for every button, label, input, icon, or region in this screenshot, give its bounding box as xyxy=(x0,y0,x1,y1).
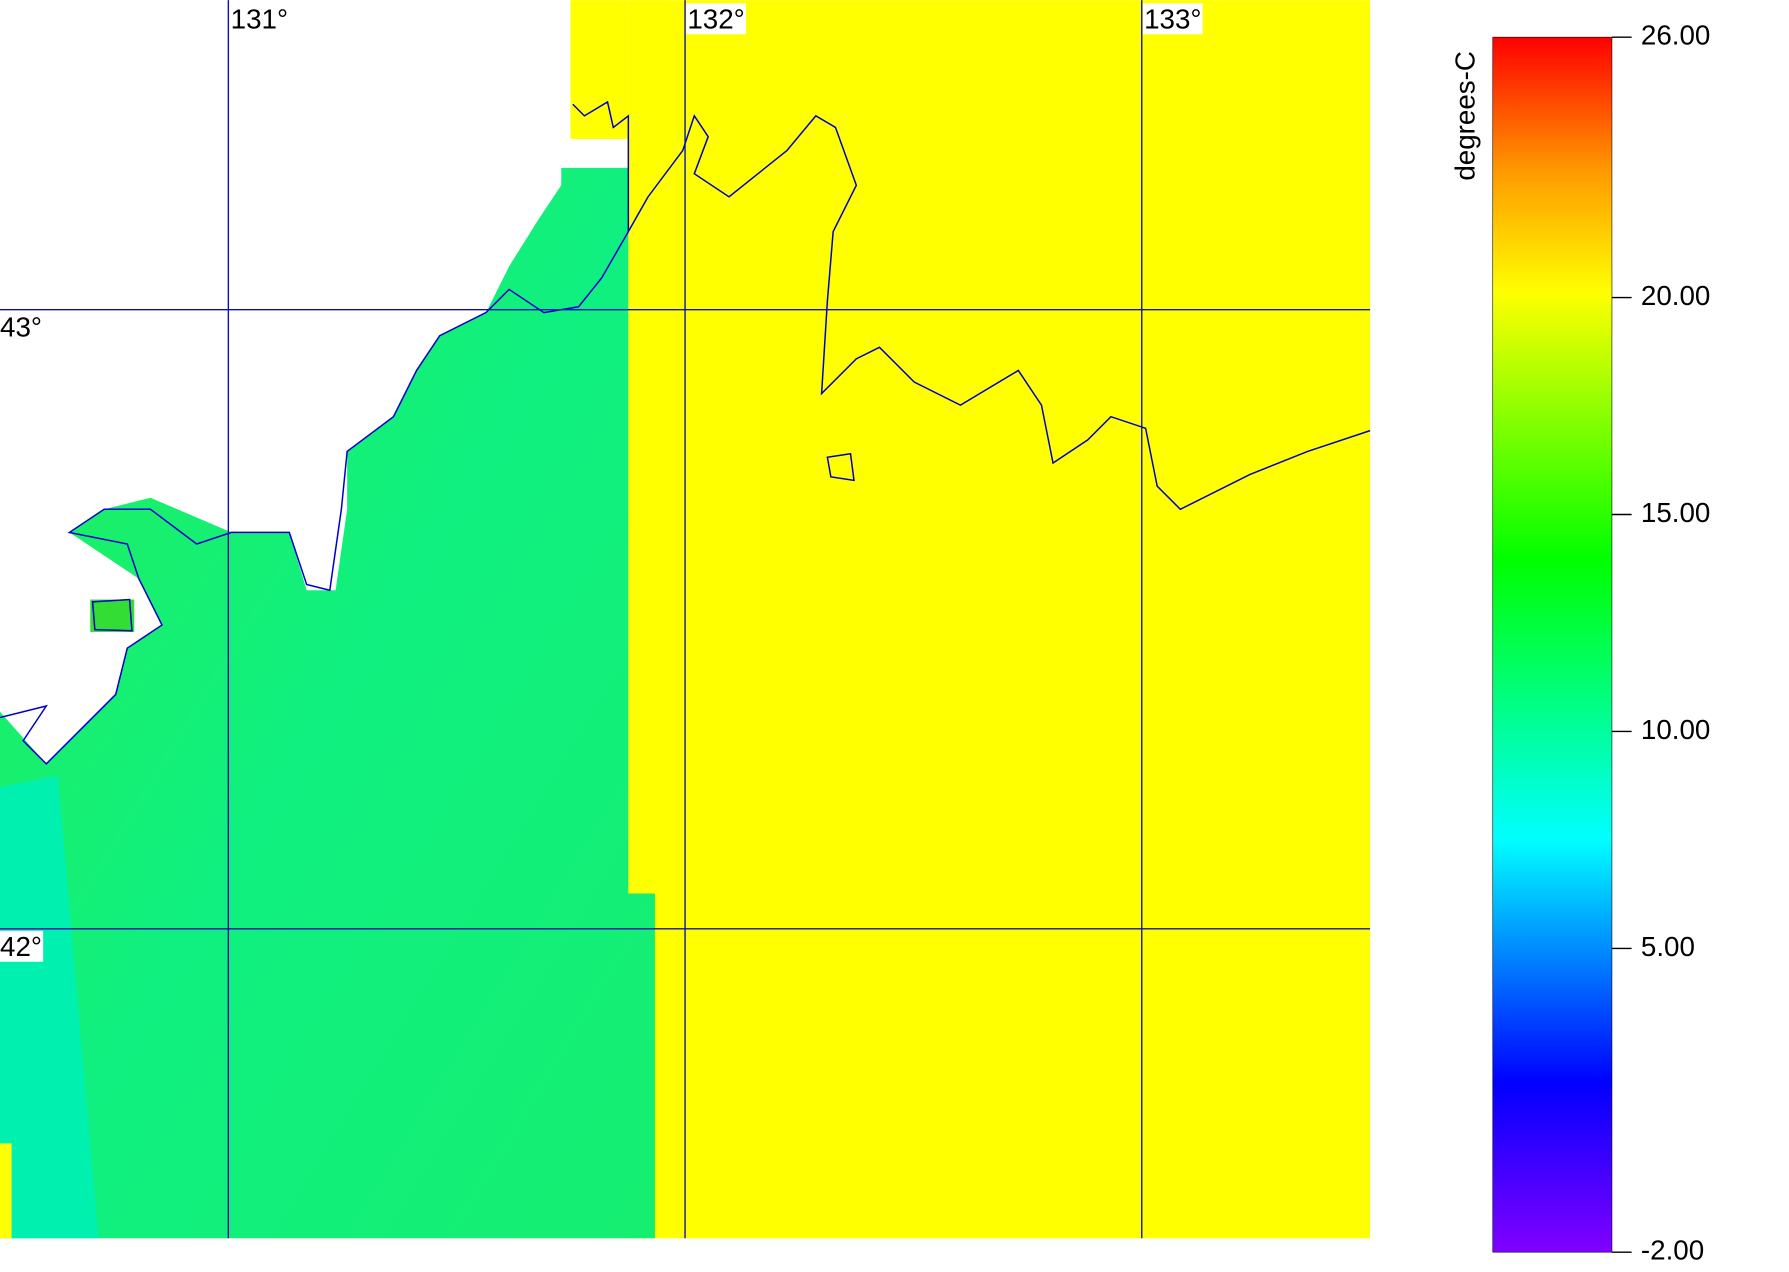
sea-temperature xyxy=(0,167,655,1239)
coastline xyxy=(91,452,855,632)
colorbar-tick-label: 10.00 xyxy=(1641,714,1710,745)
label-background xyxy=(686,3,746,35)
masked-area xyxy=(570,0,629,139)
colorbar-tick-label: -2.00 xyxy=(1641,1235,1704,1266)
coastline xyxy=(0,231,630,765)
coastline xyxy=(572,100,1371,511)
latitude-label: 42° xyxy=(0,931,42,962)
label-background xyxy=(0,930,44,962)
longitude-label: 133° xyxy=(1144,3,1201,34)
label-background xyxy=(229,3,290,35)
colorbar-tick-label: 5.00 xyxy=(1641,931,1695,962)
sea-temperature xyxy=(90,599,135,632)
label-background xyxy=(1142,3,1203,35)
longitude-label: 131° xyxy=(231,3,288,34)
graticule: 131° 132° 133° 43° 42° xyxy=(0,0,1371,1239)
colorbar-tick-label: 20.00 xyxy=(1641,280,1710,311)
colorbar-tick-label: 26.00 xyxy=(1641,19,1710,50)
longitude-label: 132° xyxy=(687,3,744,34)
colorbar: degrees-C 26.00 20.00 15.00 10.00 5.00 -2.00 xyxy=(1450,19,1711,1265)
colorbar-title: degrees-C xyxy=(1450,51,1481,181)
sea-temperature xyxy=(0,775,99,1239)
masked-area xyxy=(0,1143,12,1239)
latitude-label: 43° xyxy=(0,312,42,343)
masked-area xyxy=(628,0,1371,1239)
label-background xyxy=(0,311,44,343)
colorbar-tick-label: 15.00 xyxy=(1641,497,1710,528)
colorbar-scale xyxy=(1492,36,1613,1253)
